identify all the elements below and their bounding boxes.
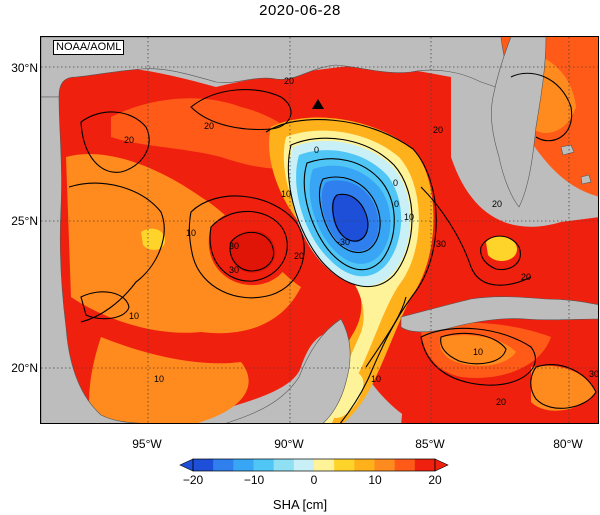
contour-label: 20 <box>433 125 443 135</box>
contour-label: 20 <box>204 121 214 131</box>
contour-label: 30 <box>436 239 446 249</box>
contour-label: 20 <box>492 199 502 209</box>
colorbar-cell <box>253 459 275 471</box>
contour-10-west <box>68 182 165 323</box>
contours <box>68 72 597 423</box>
contour-label: -30 <box>337 237 350 247</box>
colorbar-title: SHA [cm] <box>272 497 328 512</box>
contour-neg30-loop <box>332 193 369 242</box>
contour-label: 0 <box>314 145 319 155</box>
colorbar-tick-label: 10 <box>368 473 382 487</box>
yucatan-peninsula <box>226 318 351 423</box>
colorbar-cell <box>314 459 335 471</box>
colorbar-tick-label: 20 <box>428 473 442 487</box>
graticule <box>41 37 598 423</box>
florida-peninsula <box>491 37 547 208</box>
contour-20-east <box>420 186 532 286</box>
contour-20-northwest <box>80 111 150 173</box>
lon-label-90w: 90°W <box>274 437 304 451</box>
contour-20-eddy-outer <box>188 195 305 299</box>
lat-label-30n: 30°N <box>11 61 38 75</box>
colorbar <box>179 458 449 472</box>
band-mid-west <box>66 153 301 334</box>
contour-label: 0 <box>393 178 398 188</box>
contour-10-southwest <box>80 291 130 320</box>
contour-label: 10 <box>186 228 196 238</box>
contour-label: 10 <box>129 311 139 321</box>
colorbar-arrow-left <box>179 458 194 472</box>
map-title: 2020-06-28 <box>259 2 341 19</box>
lon-label-80w: 80°W <box>553 437 583 451</box>
colorbar-cell <box>354 459 375 471</box>
colorbar-tick-label: −20 <box>182 473 204 487</box>
contour-10-channel <box>365 296 407 368</box>
contour-40-eddy <box>229 231 275 272</box>
contour-label: 20 <box>124 135 134 145</box>
colorbar-cell <box>273 459 295 471</box>
patch-yellow-west <box>141 228 166 250</box>
contour-label: 30 <box>229 265 239 275</box>
contour-20-north <box>190 89 292 130</box>
contour-label: 10 <box>154 374 164 384</box>
contour-label: 20 <box>294 251 304 261</box>
eddy-west-inner <box>229 230 276 273</box>
contour-20-caribbean-east <box>530 364 597 409</box>
contour-labels: 20 20 20 20 20 20 20 20 10 10 10 10 10 1… <box>124 76 599 407</box>
colorbar-cell <box>233 459 254 471</box>
contour-label: 20 <box>284 76 294 86</box>
band-shelf-north <box>111 98 311 169</box>
contour-0-loop <box>287 137 413 288</box>
colorbar-cell <box>334 459 355 471</box>
colorbar-cell <box>193 459 214 471</box>
colorbar-cell <box>213 459 234 471</box>
contour-label: 10 <box>404 212 414 222</box>
colorbar-cell <box>374 459 396 471</box>
lat-label-25n: 25°N <box>11 214 38 228</box>
map-svg: 20 20 20 20 20 20 20 20 10 10 10 10 10 1… <box>41 37 599 423</box>
contour-10-caribbean <box>440 332 507 365</box>
contour-label: 20 <box>521 272 531 282</box>
colorbar-cell <box>394 459 416 471</box>
contour-label: 10 <box>371 374 381 384</box>
lat-label-20n: 20°N <box>11 361 38 375</box>
mexico-west-coast <box>41 96 142 423</box>
colorbar-arrow-right <box>434 458 449 472</box>
contour-label: 0 <box>394 199 399 209</box>
triangle-marker <box>312 99 324 109</box>
lon-label-95w: 95°W <box>132 437 162 451</box>
contour-label: 30 <box>589 369 599 379</box>
contour-neg10-loop <box>303 158 395 271</box>
colorbar-cell <box>414 459 436 471</box>
contour-label: 10 <box>281 189 291 199</box>
contour-10-loop <box>265 119 437 423</box>
contour-label: 30 <box>229 241 239 251</box>
caribbean-east <box>531 365 596 411</box>
bahamas-islands <box>560 144 592 185</box>
contour-neg20-loop <box>319 176 381 253</box>
contour-20-caribbean <box>420 327 536 386</box>
contour-30-eddy <box>209 210 288 282</box>
contour-label: 20 <box>496 397 506 407</box>
colorbar-frame <box>192 458 436 472</box>
band-south-west <box>89 337 249 423</box>
contour-label: 10 <box>473 347 483 357</box>
contour-20-atlantic <box>510 72 573 142</box>
land <box>41 37 598 423</box>
colorbar-tick-label: −10 <box>243 473 265 487</box>
lon-label-85w: 85°W <box>415 437 445 451</box>
sea-height-anomaly-map: 20 20 20 20 20 20 20 20 10 10 10 10 10 1… <box>40 36 599 424</box>
patch-east-yellow <box>486 236 517 261</box>
colorbar-tick-label: 0 <box>310 473 318 487</box>
colorbar-cell <box>293 459 315 471</box>
credit-label: NOAA/AOML <box>53 40 125 55</box>
loop-core-deep <box>331 194 368 243</box>
caribbean-orange <box>439 335 516 366</box>
contour-20-southeast <box>480 235 521 271</box>
